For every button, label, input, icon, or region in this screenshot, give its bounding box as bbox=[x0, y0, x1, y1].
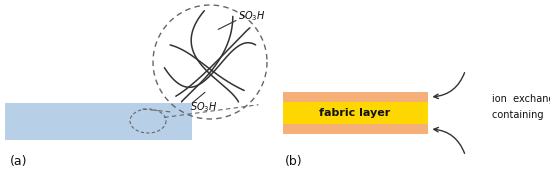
Text: ion  exchange resin layer: ion exchange resin layer bbox=[492, 94, 550, 104]
Text: fabric layer: fabric layer bbox=[320, 108, 390, 118]
Text: (b): (b) bbox=[285, 155, 303, 168]
Bar bbox=[5, 103, 192, 140]
Text: (a): (a) bbox=[10, 155, 28, 168]
Bar bbox=[283, 102, 427, 124]
Bar bbox=[283, 92, 427, 102]
Text: $SO_3H$: $SO_3H$ bbox=[239, 10, 266, 23]
Text: $SO_3H$: $SO_3H$ bbox=[190, 101, 218, 115]
Text: containing  SO₃H groups: containing SO₃H groups bbox=[492, 110, 550, 120]
Bar bbox=[283, 124, 427, 134]
